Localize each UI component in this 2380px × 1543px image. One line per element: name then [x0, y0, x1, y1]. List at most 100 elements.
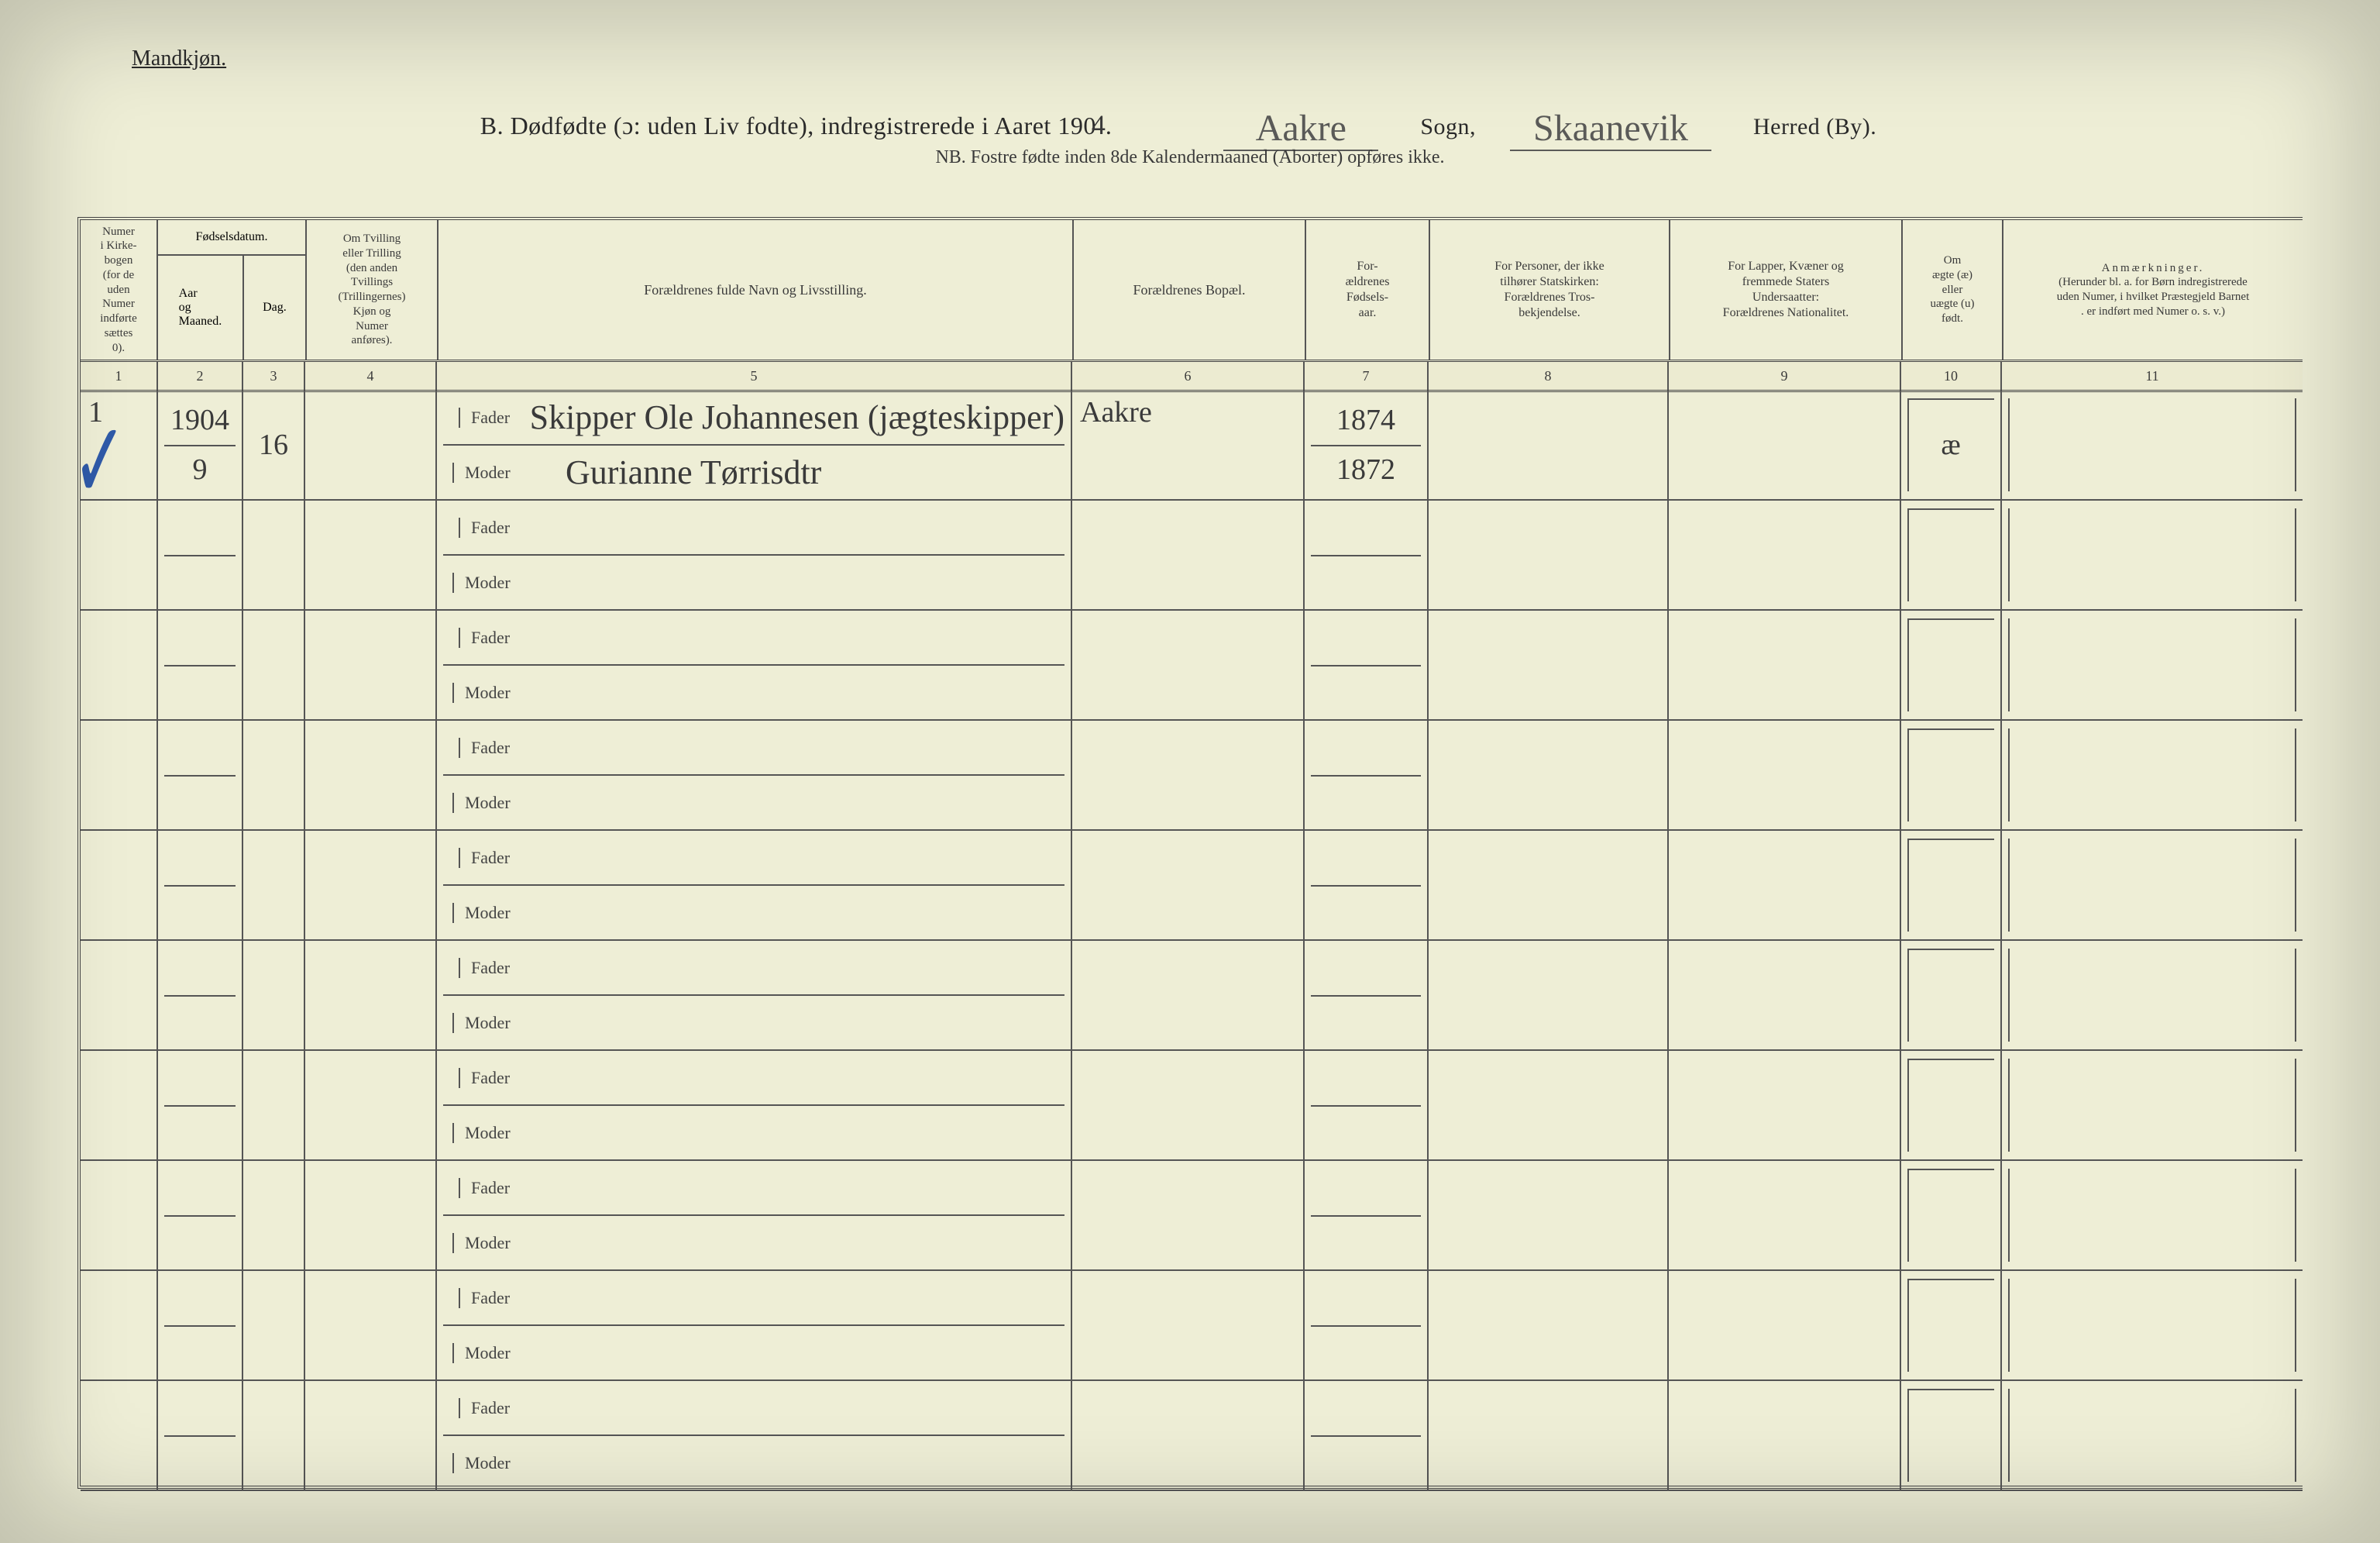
ledger-table: Numer i Kirke- bogen (for de uden Numer … — [77, 217, 2303, 1489]
cell-tvilling — [305, 611, 437, 719]
cell-fodselsaar: 18741872 — [1305, 391, 1429, 499]
table-row: FaderModer — [81, 501, 2303, 611]
col-header-tros: For Personer, der ikke tilhører Statskir… — [1430, 220, 1670, 360]
cell-anmaerkninger — [2002, 1381, 2303, 1490]
colnum-6: 6 — [1072, 362, 1305, 390]
cell-anmaerkninger — [2002, 611, 2303, 719]
cell-fader-aar — [1312, 1166, 1419, 1215]
table-row: 1✓1904916FaderSkipper Ole Johannesen (jæ… — [81, 391, 2303, 501]
cell-moder-aar: 1872 — [1312, 445, 1419, 494]
cell-fodselsaar — [1305, 721, 1429, 829]
col-header-fodselsaar: For- ældrenes Fødsels- aar. — [1306, 220, 1430, 360]
colnum-5: 5 — [437, 362, 1072, 390]
moder-line: Moder — [437, 1216, 1071, 1269]
moder-line: Moder — [437, 1326, 1071, 1379]
colnum-4: 4 — [305, 362, 437, 390]
moder-label: Moder — [452, 1233, 550, 1253]
cell-foraeldre: FaderModer — [437, 1051, 1072, 1159]
fader-line: Fader — [443, 1161, 1064, 1216]
fader-line: Fader — [443, 941, 1064, 996]
cell-bopael — [1072, 1161, 1305, 1269]
col-header-nationalitet: For Lapper, Kvæner og fremmede Staters U… — [1670, 220, 1903, 360]
col-header-numer: Numer i Kirke- bogen (for de uden Numer … — [81, 220, 158, 360]
cell-anmaerkninger — [2002, 721, 2303, 829]
fader-line: FaderSkipper Ole Johannesen (jægteskippe… — [443, 391, 1064, 446]
colnum-2: 2 — [158, 362, 243, 390]
cell-nationalitet — [1669, 1161, 1901, 1269]
cell-anmaerkninger — [2002, 1271, 2303, 1379]
cell-tvilling — [305, 1271, 437, 1379]
fader-line: Fader — [443, 1381, 1064, 1436]
cell-bopael — [1072, 611, 1305, 719]
cell-aegte — [1901, 501, 2002, 609]
fader-label: Fader — [459, 738, 556, 758]
cell-numer — [81, 1161, 158, 1269]
cell-aar-maaned — [158, 611, 243, 719]
cell-aar — [166, 1276, 234, 1325]
cell-fodselsaar — [1305, 1271, 1429, 1379]
fader-label: Fader — [459, 958, 556, 978]
fader-line: Fader — [443, 1051, 1064, 1106]
cell-numer — [81, 941, 158, 1049]
cell-maaned — [166, 665, 234, 715]
herred-handwritten: Skaanevik — [1510, 107, 1711, 151]
cell-moder-aar — [1312, 885, 1419, 935]
col-header-fodselsdatum: Fødselsdatum. — [158, 220, 305, 256]
cell-maaned — [166, 1215, 234, 1265]
moder-line: Moder — [437, 886, 1071, 939]
cell-tvilling — [305, 721, 437, 829]
cell-nationalitet — [1669, 1051, 1901, 1159]
cell-aar — [166, 1166, 234, 1215]
cell-bopael — [1072, 831, 1305, 939]
cell-moder-aar — [1312, 1325, 1419, 1375]
cell-foraeldre: FaderModer — [437, 501, 1072, 609]
cell-anmaerkninger — [2002, 831, 2303, 939]
cell-tvilling — [305, 1381, 437, 1490]
cell-aar-maaned — [158, 1051, 243, 1159]
cell-dag — [243, 611, 305, 719]
moder-line: Moder — [437, 1436, 1071, 1490]
cell-anmaerkninger — [2002, 1161, 2303, 1269]
cell-dag — [243, 1271, 305, 1379]
cell-tros — [1429, 391, 1669, 499]
cell-aar-maaned — [158, 941, 243, 1049]
cell-anmaerkninger — [2002, 501, 2303, 609]
cell-aegte — [1901, 1271, 2002, 1379]
cell-tvilling — [305, 941, 437, 1049]
cell-bopael — [1072, 501, 1305, 609]
table-row: FaderModer — [81, 721, 2303, 831]
cell-foraeldre: Fader Moder — [437, 1271, 1072, 1379]
title-spaced: uden Liv fodte — [648, 112, 799, 139]
colnum-3: 3 — [243, 362, 305, 390]
title-suffix: ), indregistrerede i Aaret 190 — [799, 112, 1096, 139]
cell-dag — [243, 831, 305, 939]
cell-foraeldre: FaderModer — [437, 831, 1072, 939]
table-row: Fader Moder — [81, 1381, 2303, 1491]
herred-label: Herred (By). — [1753, 114, 1876, 139]
cell-aegte — [1901, 721, 2002, 829]
cell-dag: 16 — [243, 391, 305, 499]
cell-aar — [166, 835, 234, 885]
cell-nationalitet — [1669, 1381, 1901, 1490]
cell-aegte — [1901, 1381, 2002, 1490]
fader-label: Fader — [459, 1398, 556, 1418]
cell-nationalitet — [1669, 501, 1901, 609]
cell-aar-maaned — [158, 1161, 243, 1269]
cell-bopael — [1072, 1381, 1305, 1490]
cell-maaned — [166, 885, 234, 935]
cell-fodselsaar — [1305, 831, 1429, 939]
cell-aar-maaned — [158, 1381, 243, 1490]
cell-maaned: 9 — [166, 445, 234, 494]
cell-numer — [81, 831, 158, 939]
table-row: Fader Moder — [81, 1271, 2303, 1381]
col-header-aegte: Om ægte (æ) eller uægte (u) født. — [1903, 220, 2003, 360]
cell-aegte — [1901, 941, 2002, 1049]
cell-numer — [81, 501, 158, 609]
year-handwritten: 4 — [1092, 109, 1106, 140]
fader-value: Skipper Ole Johannesen (jægteskipper) — [530, 398, 1064, 437]
table-header: Numer i Kirke- bogen (for de uden Numer … — [81, 220, 2303, 362]
cell-fader-aar: 1874 — [1312, 395, 1419, 445]
cell-fader-aar — [1312, 945, 1419, 995]
moder-line: Moder — [437, 666, 1071, 719]
fader-label: Fader — [459, 1288, 556, 1308]
